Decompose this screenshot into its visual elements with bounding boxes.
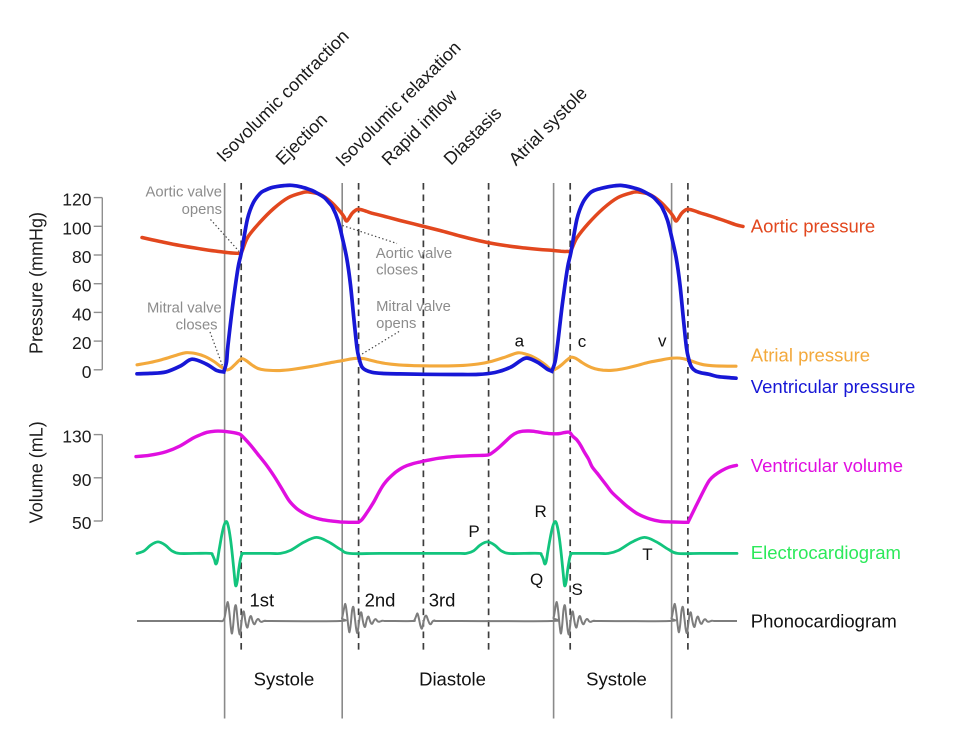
svg-text:opens: opens [376,316,416,332]
svg-text:130: 130 [62,427,91,447]
svg-text:Ventricular pressure: Ventricular pressure [751,376,916,397]
svg-text:closes: closes [176,318,218,334]
svg-text:R: R [534,502,546,521]
svg-text:Ventricular volume: Ventricular volume [751,455,903,476]
svg-text:P: P [468,522,479,541]
svg-text:Mitral valve: Mitral valve [376,299,451,315]
svg-text:T: T [642,545,652,564]
svg-text:40: 40 [72,304,92,324]
svg-text:Aortic valve: Aortic valve [146,185,222,201]
svg-text:90: 90 [72,470,92,490]
svg-text:Aortic valve: Aortic valve [376,246,452,262]
svg-text:Systole: Systole [254,669,315,690]
svg-text:a: a [515,331,525,350]
svg-text:3rd: 3rd [429,590,456,611]
svg-text:c: c [578,332,587,351]
svg-text:Electrocardiogram: Electrocardiogram [751,542,901,563]
svg-text:Mitral valve: Mitral valve [147,300,222,316]
svg-text:60: 60 [72,276,92,296]
svg-text:Systole: Systole [586,669,647,690]
svg-text:closes: closes [376,262,418,278]
svg-text:0: 0 [82,362,92,382]
svg-text:Phonocardiogram: Phonocardiogram [751,610,897,631]
svg-text:Q: Q [530,570,543,589]
svg-text:20: 20 [72,333,92,353]
svg-text:S: S [572,580,583,599]
svg-text:v: v [658,331,667,350]
svg-text:2nd: 2nd [365,590,396,611]
svg-text:120: 120 [62,190,91,210]
svg-text:Diastole: Diastole [419,669,486,690]
svg-text:80: 80 [72,247,92,267]
svg-text:50: 50 [72,513,92,533]
svg-text:opens: opens [182,202,222,218]
svg-text:1st: 1st [250,590,275,611]
svg-text:Volume (mL): Volume (mL) [27,421,47,523]
svg-text:Atrial pressure: Atrial pressure [751,345,870,366]
svg-text:Pressure (mmHg): Pressure (mmHg) [27,212,47,354]
svg-text:100: 100 [62,218,91,238]
svg-text:Aortic pressure: Aortic pressure [751,216,875,237]
